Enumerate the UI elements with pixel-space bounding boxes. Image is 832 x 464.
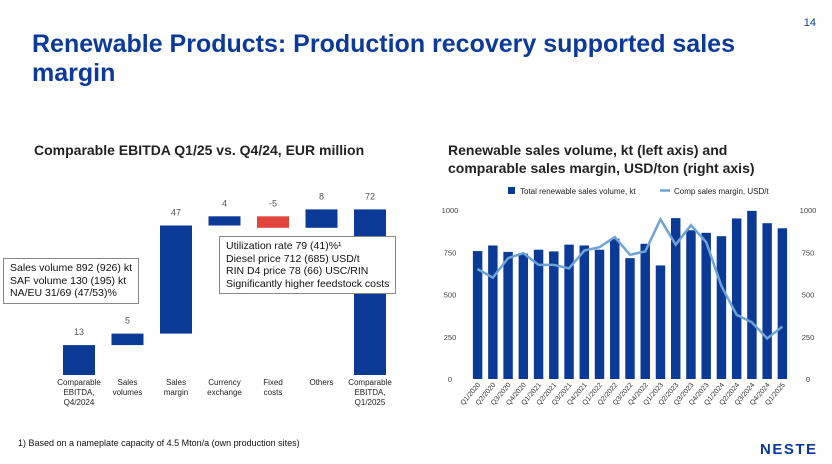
waterfall-bar [63,345,95,375]
legend-bar-swatch [508,187,515,194]
callout-line: Sales volume 892 (926) kt [10,262,132,274]
page-title: Renewable Products: Production recovery … [32,30,735,87]
waterfall-title: Comparable EBITDA Q1/25 vs. Q4/24, EUR m… [34,142,365,158]
volume-bar [762,223,772,379]
volume-bar [701,232,711,379]
waterfall-category-label: Currency [208,378,240,387]
volume-bar [640,243,650,379]
callout-line: NA/EU 31/69 (47/53)% [10,287,117,299]
volume-bar [472,251,483,379]
callout-line: Utilization rate 79 (41)%¹ [226,240,342,252]
volume-bar [655,265,666,379]
volume-bar [594,249,605,379]
volume-bar [747,210,757,379]
volume-bar [716,236,727,379]
waterfall-chart: 13ComparableEBITDA,Q4/20245Salesvolumes4… [57,191,392,407]
waterfall-bar [208,216,241,226]
volume-bar [518,253,529,379]
waterfall-category-label: Comparable [348,378,392,387]
waterfall-category-label: Comparable [57,378,101,387]
waterfall-value-label: 72 [365,191,375,201]
callout-line: RIN D4 price 78 (66) USC/RIN [226,265,369,277]
waterfall-category-label: volumes [113,388,143,397]
footnote: 1) Based on a nameplate capacity of 4.5 … [18,438,300,448]
sales-margin-callout: Utilization rate 79 (41)%¹ Diesel price 7… [219,236,397,294]
waterfall-category-label: Sales [166,378,186,387]
waterfall-category-label: EBITDA, [354,388,385,397]
left-axis-tick: 750 [444,248,457,257]
left-axis-tick: 1000 [442,206,459,215]
waterfall-bar [257,216,289,228]
waterfall-category-label: Fixed [263,378,283,387]
waterfall-category-label: costs [264,388,283,397]
volume-bar [731,218,742,379]
waterfall-category-label: Q1/2025 [355,398,386,407]
left-axis-tick: 0 [448,375,452,384]
waterfall-value-label: 8 [319,191,324,201]
waterfall-category-label: EBITDA, [63,388,94,397]
waterfall-category-label: margin [164,388,188,397]
volume-bar [564,244,574,379]
volume-bar [686,230,696,379]
volume-bar [533,249,544,379]
waterfall-value-label: -5 [269,198,277,208]
callout-line: Significantly higher feedstock costs [226,277,390,290]
volume-bar [610,238,620,379]
volume-bar [503,251,513,379]
callout-line: Diesel price 712 (685) USD/t [226,252,360,265]
right-axis-tick: 1000 [800,206,817,215]
waterfall-bar [305,209,338,228]
left-axis-tick: 250 [444,333,457,342]
volume-bar [579,245,590,379]
legend-margin-label: Comp sales margin, USD/t [674,187,769,196]
volume-bar [549,251,559,379]
neste-logo: NESTE [760,441,818,458]
waterfall-value-label: 47 [171,208,181,218]
waterfall-category-label: Sales [117,378,137,387]
volume-bar [670,218,681,379]
page-number: 14 [803,17,816,29]
sales-volume-callout: Sales volume 892 (926) kt SAF volume 130 … [3,258,139,304]
combo-title: Renewable sales volume, kt (left axis) a… [448,142,755,176]
left-axis-tick: 500 [444,291,457,300]
volume-bar [488,245,498,379]
right-axis-tick: 500 [802,291,815,300]
waterfall-category-label: exchange [207,388,242,397]
right-axis-tick: 250 [802,333,815,342]
right-axis-tick: 0 [806,375,810,384]
volume-bar [625,258,635,379]
callout-line: SAF volume 130 (195) kt [10,274,127,287]
waterfall-bar [160,225,192,334]
waterfall-category-label: Others [309,378,333,387]
waterfall-bar [111,333,144,346]
waterfall-value-label: 5 [125,316,130,326]
waterfall-category-label: Q4/2024 [64,398,95,407]
margin-line [477,216,784,341]
volume-bar [777,228,788,379]
legend-volume-label: Total renewable sales volume, kt [520,187,636,196]
waterfall-value-label: 4 [222,198,227,208]
waterfall-value-label: 13 [74,327,84,337]
right-axis-tick: 750 [802,248,815,257]
